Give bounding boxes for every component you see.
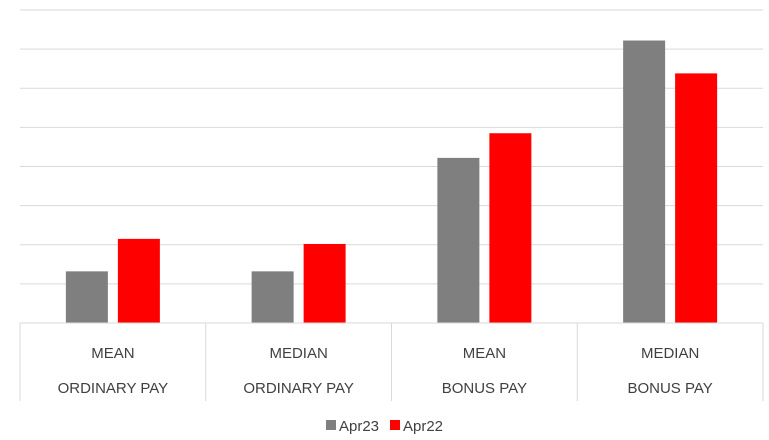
bar-apr22 (489, 133, 532, 323)
bar-apr22 (303, 243, 346, 323)
bar-apr23 (623, 40, 666, 324)
category-label: MEAN (463, 345, 506, 362)
bar-apr22 (675, 73, 718, 323)
bar-apr23 (251, 271, 294, 323)
bars (65, 40, 718, 324)
legend: Apr23 Apr22 (326, 418, 443, 435)
x-axis: MEAN ORDINARY PAY MEDIAN ORDINARY PAY MEAN BO… (19, 322, 764, 401)
category-label: BONUS PAY (627, 380, 712, 397)
legend-swatch (326, 420, 336, 430)
legend-label: Apr23 (339, 418, 379, 435)
bar-apr22 (117, 238, 160, 323)
category-label: ORDINARY PAY (58, 380, 169, 397)
category-label: MEDIAN (641, 345, 699, 362)
bar-apr23 (65, 271, 108, 323)
category-label: MEDIAN (269, 345, 327, 362)
category-label: BONUS PAY (442, 380, 527, 397)
legend-label: Apr22 (403, 418, 443, 435)
category-label: MEAN (91, 345, 134, 362)
legend-swatch (390, 420, 400, 430)
bar-apr23 (437, 157, 480, 323)
category-label: ORDINARY PAY (243, 380, 354, 397)
